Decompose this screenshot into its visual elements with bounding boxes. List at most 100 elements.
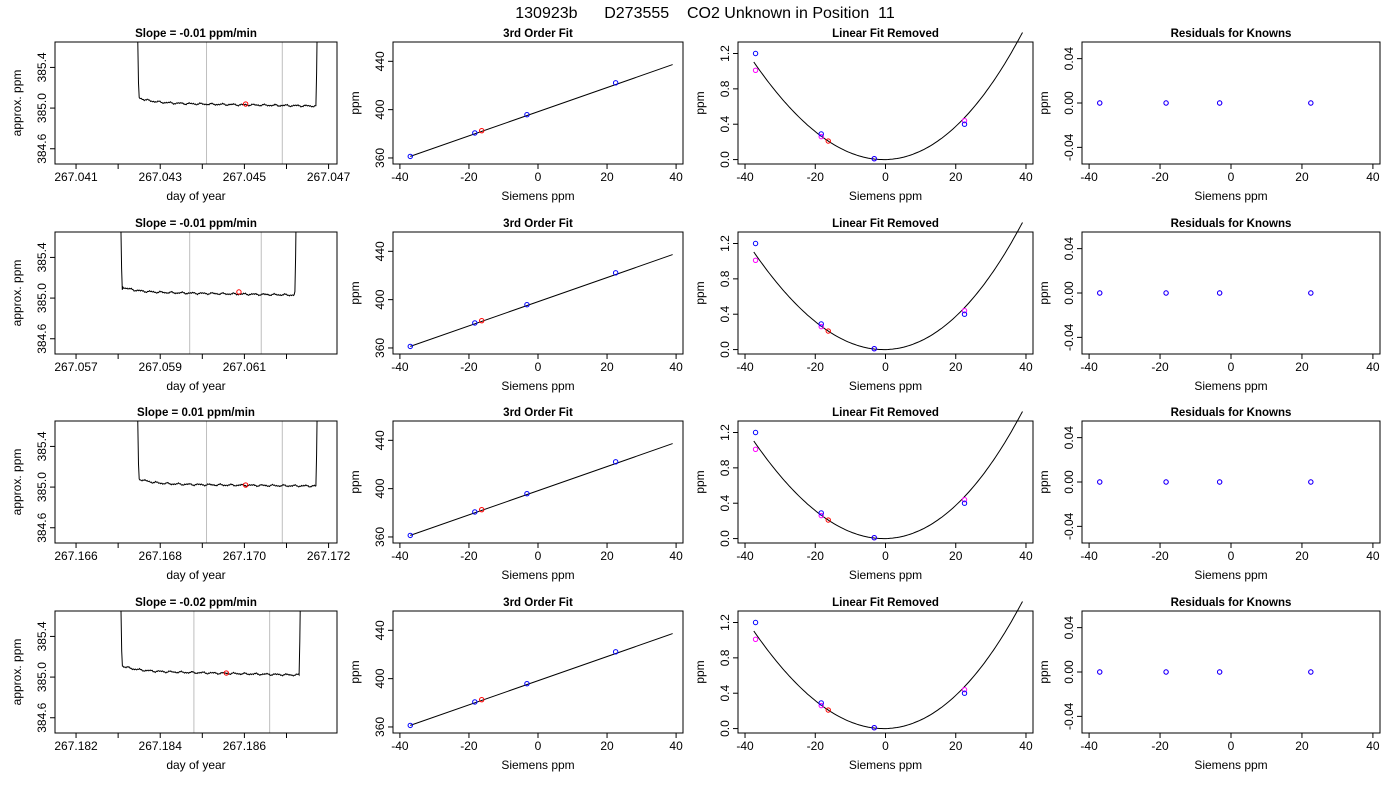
y-tick-label: 0.8 (718, 649, 732, 666)
panel-title: Linear Fit Removed (832, 218, 939, 230)
timeseries-panel: Slope = -0.01 ppm/min 267.041 267.043 267.0… (10, 28, 351, 203)
known-standard-point (407, 722, 413, 729)
y-tick-label: 440 (373, 430, 387, 450)
y-axis-label: ppm (693, 281, 707, 304)
x-axis-label: day of year (166, 758, 225, 772)
x-tick-label: 0 (1228, 739, 1235, 753)
x-tick-label: -40 (391, 360, 409, 374)
x-tick-label: 20 (1295, 170, 1309, 184)
residual-point (1097, 479, 1103, 485)
unknown-point (479, 506, 485, 513)
y-tick-label: 0.04 (1062, 47, 1076, 71)
unknown-point (825, 517, 831, 523)
residual-point (1163, 479, 1169, 485)
known-standard-point (818, 321, 824, 327)
panel-title: 3rd Order Fit (503, 597, 573, 609)
y-tick-label: 0.8 (718, 80, 732, 97)
measured-point (818, 133, 824, 140)
unknown-point (825, 707, 831, 713)
x-tick-label: 40 (1366, 739, 1380, 753)
y-tick-label: 0.04 (1062, 616, 1076, 640)
y-tick-label: 384.6 (35, 512, 49, 542)
x-tick-label: -40 (391, 549, 409, 563)
y-tick-label: 400 (373, 478, 387, 498)
x-tick-label: -40 (736, 360, 754, 374)
x-axis-label: Siemens ppm (849, 189, 922, 203)
y-axis-label: ppm (693, 91, 707, 114)
known-standard-point (752, 240, 759, 247)
y-tick-label: 0.04 (1062, 237, 1076, 261)
y-tick-label: 440 (373, 241, 387, 261)
x-tick-label: 267.047 (307, 170, 351, 184)
y-axis-label: ppm (348, 660, 362, 683)
unknown-mean-point (242, 101, 249, 107)
timeseries-panel: Slope = -0.01 ppm/min 267.057 267.059 267.0… (10, 218, 338, 393)
known-standard-point (752, 619, 759, 626)
fit-line (410, 443, 673, 536)
y-tick-label: 0.8 (718, 459, 732, 476)
y-tick-label: 0.4 (718, 306, 732, 323)
x-tick-label: 40 (1019, 549, 1033, 563)
residual-point (1216, 290, 1223, 296)
x-tick-label: -40 (736, 549, 754, 563)
known-standard-point (407, 532, 413, 539)
plot-frame (392, 610, 684, 734)
residual-point (1216, 479, 1223, 485)
y-tick-label: 0.0 (718, 151, 732, 168)
y-tick-label: 385.4 (35, 431, 49, 461)
y-tick-label: 385.0 (35, 283, 49, 313)
plot-frame (737, 231, 1034, 355)
residuals-panel: Residuals for Knowns -40 -20 0 20 40 Siemens p… (1037, 28, 1381, 203)
y-tick-label: 0.00 (1062, 91, 1076, 115)
panel-title: Linear Fit Removed (832, 28, 939, 40)
known-standard-point (407, 153, 413, 160)
unknown-mean-point (223, 670, 230, 676)
y-axis-label: ppm (1037, 660, 1051, 683)
y-axis-label: ppm (1037, 470, 1051, 493)
x-tick-label: -40 (1080, 360, 1098, 374)
x-tick-label: 0 (882, 360, 889, 374)
y-tick-label: 0.0 (718, 341, 732, 358)
timeseries-panel: Slope = 0.01 ppm/min 267.166 267.168 267.17… (10, 407, 351, 582)
measured-point (752, 257, 759, 263)
x-axis-label: Siemens ppm (1194, 379, 1267, 393)
x-axis-label: day of year (166, 379, 225, 393)
measured-point (752, 67, 759, 73)
timeseries-line (120, 232, 297, 297)
fit-panel: 3rd Order Fit -40 -20 0 20 40 Siemens ppm 360 40… (348, 28, 684, 203)
x-tick-label: 267.166 (54, 549, 98, 563)
y-tick-label: 0.00 (1062, 470, 1076, 494)
panel-title: Linear Fit Removed (832, 597, 939, 609)
unknown-mean-point (236, 289, 242, 295)
x-tick-label: -20 (807, 549, 825, 563)
residual-point (1308, 290, 1314, 296)
x-tick-label: 20 (600, 739, 614, 753)
residual-point (1097, 100, 1103, 106)
x-tick-label: 0 (535, 360, 542, 374)
x-tick-label: -20 (807, 739, 825, 753)
x-tick-label: 40 (669, 170, 683, 184)
page-title: 130923b D273555 CO2 Unknown in Position … (515, 5, 895, 22)
y-tick-label: 385.0 (35, 93, 49, 123)
fit-panel: 3rd Order Fit -40 -20 0 20 40 Siemens ppm 360 40… (348, 218, 684, 393)
slope-title: Slope = -0.01 ppm/min (135, 218, 257, 230)
plot-frame (54, 610, 338, 734)
unknown-point (825, 328, 831, 334)
y-tick-label: 440 (373, 620, 387, 640)
known-standard-point (524, 112, 530, 118)
y-tick-label: 1.2 (718, 45, 732, 62)
x-tick-label: 20 (600, 360, 614, 374)
y-tick-label: 385.4 (35, 621, 49, 651)
plot-frame (392, 231, 684, 355)
x-tick-label: 40 (1366, 549, 1380, 563)
y-tick-label: 1.2 (718, 424, 732, 441)
measured-point (818, 323, 824, 330)
y-axis-label: approx. ppm (10, 449, 24, 516)
measured-point (752, 446, 759, 452)
residual-point (1097, 669, 1103, 675)
y-tick-label: 360 (373, 148, 387, 168)
x-tick-label: 0 (535, 170, 542, 184)
plot-frame (1081, 610, 1381, 734)
y-tick-label: 0.4 (718, 685, 732, 702)
y-tick-label: 385.4 (35, 242, 49, 272)
